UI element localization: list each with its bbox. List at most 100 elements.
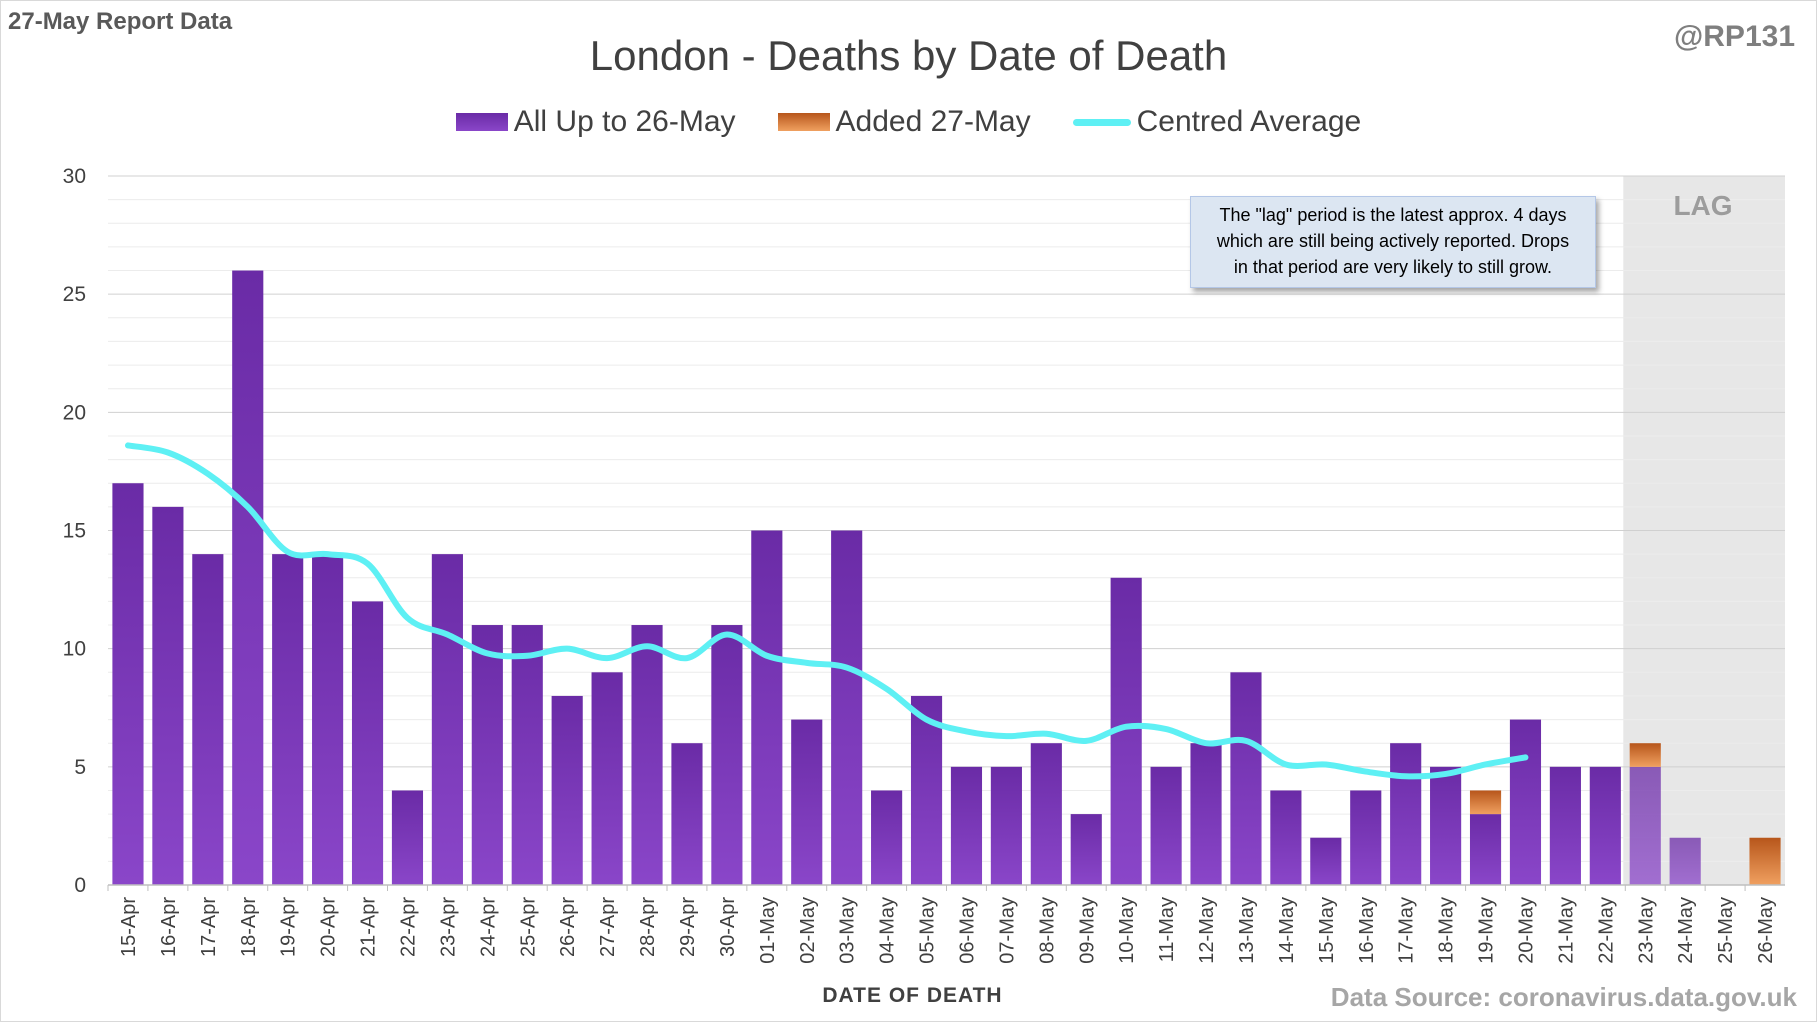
bar-all-up-to-26-may xyxy=(351,601,384,885)
x-tick-label: 21-Apr xyxy=(358,897,380,957)
x-tick-label: 16-May xyxy=(1356,897,1378,964)
legend-swatch-cyan-line xyxy=(1072,118,1131,126)
bar-all-up-to-26-may xyxy=(1390,743,1422,885)
x-tick-label: 23-Apr xyxy=(437,897,459,957)
bar-all-up-to-26-may xyxy=(791,719,823,885)
legend-label-average: Centred Average xyxy=(1136,105,1362,138)
x-tick-label: 26-May xyxy=(1755,897,1777,964)
bar-all-up-to-26-may xyxy=(671,743,703,885)
y-tick-label: 30 xyxy=(63,165,86,188)
bar-all-up-to-26-may xyxy=(871,790,903,885)
bar-all-up-to-26-may xyxy=(312,554,344,885)
bar-all-up-to-26-may xyxy=(711,625,743,885)
x-tick-label: 04-May xyxy=(877,897,899,964)
bar-added-27-may xyxy=(1749,837,1781,885)
bar-all-up-to-26-may xyxy=(152,506,184,885)
x-tick-label: 16-Apr xyxy=(158,897,180,957)
data-source-label: Data Source: coronavirus.data.gov.uk xyxy=(1330,982,1797,1012)
bar-all-up-to-26-may xyxy=(112,483,144,885)
lag-annotation-box: The "lag" period is the latest approx. 4… xyxy=(1190,196,1596,288)
bar-all-up-to-26-may xyxy=(950,766,983,885)
author-handle: @RP131 xyxy=(1674,20,1795,53)
bar-all-up-to-26-may xyxy=(1070,814,1102,885)
x-tick-label: 08-May xyxy=(1036,897,1058,964)
x-tick-label: 25-Apr xyxy=(517,897,539,957)
bar-all-up-to-26-may xyxy=(1549,766,1581,885)
x-tick-label: 23-May xyxy=(1635,897,1657,964)
x-axis-title: DATE OF DEATH xyxy=(822,984,1003,1007)
x-tick-label: 18-May xyxy=(1436,897,1458,964)
bar-all-up-to-26-may xyxy=(831,530,863,885)
bar-all-up-to-26-may xyxy=(751,530,783,885)
report-date-label: 27-May Report Data xyxy=(8,8,233,35)
y-tick-label: 25 xyxy=(63,283,86,306)
x-tick-label: 26-Apr xyxy=(557,897,579,957)
x-tick-label: 02-May xyxy=(797,897,819,964)
x-tick-label: 18-Apr xyxy=(238,897,260,957)
centred-average-line xyxy=(124,442,1529,780)
lag-label: LAG xyxy=(1673,190,1733,221)
bar-all-up-to-26-may xyxy=(1589,766,1621,885)
x-tick-label: 05-May xyxy=(917,897,939,964)
x-tick-label: 22-Apr xyxy=(397,897,419,957)
bar-all-up-to-26-may xyxy=(391,790,424,885)
chart-title: London - Deaths by Date of Death xyxy=(589,32,1228,79)
bar-all-up-to-26-may xyxy=(990,766,1022,885)
x-tick-label: 21-May xyxy=(1555,897,1577,964)
x-tick-label: 24-Apr xyxy=(477,897,499,957)
x-tick-label: 09-May xyxy=(1076,897,1098,964)
legend-label-all: All Up to 26-May xyxy=(513,105,736,138)
x-tick-label: 27-Apr xyxy=(597,897,619,957)
bar-all-up-to-26-may xyxy=(1150,766,1182,885)
legend-swatch-orange xyxy=(777,113,830,131)
bar-all-up-to-26-may xyxy=(1230,672,1262,885)
y-tick-label: 20 xyxy=(63,401,86,424)
legend-item-all: All Up to 26-May xyxy=(455,105,736,139)
x-tick-label: 19-Apr xyxy=(278,897,300,957)
x-tick-label: 07-May xyxy=(996,897,1018,964)
x-tick-label: 03-May xyxy=(837,897,859,964)
bar-all-up-to-26-may xyxy=(551,695,583,885)
bar-all-up-to-26-may xyxy=(471,625,503,885)
annotation-line-2: which are still being actively reported.… xyxy=(1216,231,1570,251)
x-tick-label: 29-Apr xyxy=(677,897,699,957)
bar-all-up-to-26-may xyxy=(511,625,543,885)
bar-all-up-to-26-may xyxy=(232,270,264,885)
bar-all-up-to-26-may xyxy=(1310,837,1342,885)
x-tick-label: 25-May xyxy=(1715,897,1737,964)
x-tick-label: 28-Apr xyxy=(637,897,659,957)
x-tick-label: 22-May xyxy=(1595,897,1617,964)
x-tick-label: 24-May xyxy=(1675,897,1697,964)
x-tick-label: 19-May xyxy=(1476,897,1498,964)
bar-all-up-to-26-may xyxy=(1190,743,1222,885)
bar-all-up-to-26-may xyxy=(1669,837,1701,885)
bar-all-up-to-26-may xyxy=(591,672,623,885)
bar-all-up-to-26-may xyxy=(1270,790,1302,885)
x-tick-label: 20-Apr xyxy=(318,897,340,957)
bar-all-up-to-26-may xyxy=(431,554,463,885)
legend-swatch-purple xyxy=(455,113,508,131)
bar-all-up-to-26-may xyxy=(1469,814,1502,885)
x-tick-label: 15-Apr xyxy=(118,897,140,957)
y-tick-label: 5 xyxy=(74,756,86,779)
bar-all-up-to-26-may xyxy=(1430,766,1462,885)
x-tick-label: 30-Apr xyxy=(717,897,739,957)
bar-added-27-may xyxy=(1629,743,1661,767)
legend-item-average: Centred Average xyxy=(1072,105,1362,139)
legend-item-added: Added 27-May xyxy=(777,105,1031,139)
bar-all-up-to-26-may xyxy=(272,554,304,885)
x-tick-label: 17-May xyxy=(1396,897,1418,964)
y-tick-label: 0 xyxy=(74,874,86,897)
bar-all-up-to-26-may xyxy=(1629,766,1661,885)
bar-all-up-to-26-may xyxy=(1350,790,1382,885)
bar-all-up-to-26-may xyxy=(1509,719,1542,885)
bar-all-up-to-26-may xyxy=(910,695,943,885)
x-tick-label: 14-May xyxy=(1276,897,1298,964)
bar-all-up-to-26-may xyxy=(192,554,224,885)
x-tick-label: 12-May xyxy=(1196,897,1218,964)
bar-all-up-to-26-may xyxy=(631,625,663,885)
bar-all-up-to-26-may xyxy=(1030,743,1062,885)
annotation-line-3: in that period are very likely to still … xyxy=(1233,257,1553,277)
legend-label-added: Added 27-May xyxy=(835,105,1031,138)
